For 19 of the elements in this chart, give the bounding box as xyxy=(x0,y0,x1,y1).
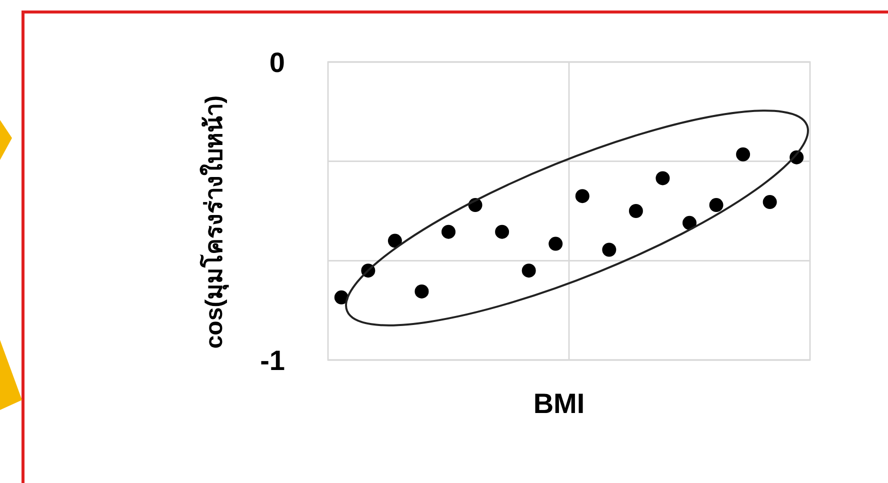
point xyxy=(762,195,777,210)
point xyxy=(575,189,590,204)
x-axis-title: BMI xyxy=(533,388,585,419)
point xyxy=(628,204,643,218)
point xyxy=(495,224,510,239)
point xyxy=(442,224,456,239)
point xyxy=(656,171,670,186)
point xyxy=(334,290,348,304)
point xyxy=(388,234,402,248)
point xyxy=(709,198,724,212)
y-tick-label: -1 xyxy=(260,344,285,376)
point xyxy=(548,236,563,251)
point xyxy=(414,284,429,298)
point xyxy=(522,264,536,278)
point xyxy=(602,242,616,257)
point xyxy=(736,147,750,162)
point xyxy=(682,216,696,230)
y-tick-label: 0 xyxy=(269,46,285,78)
y-axis-title: cos(มุมโครงร่างใบหน้า) xyxy=(199,95,230,349)
